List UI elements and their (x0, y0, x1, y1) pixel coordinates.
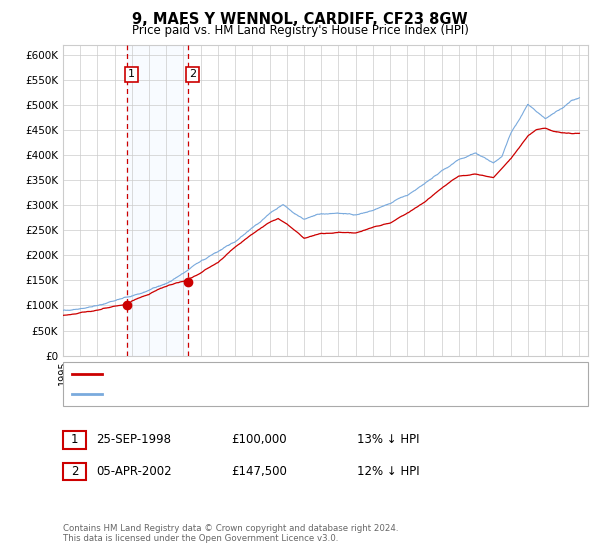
Text: Contains HM Land Registry data © Crown copyright and database right 2024.: Contains HM Land Registry data © Crown c… (63, 524, 398, 533)
Text: 25-SEP-1998: 25-SEP-1998 (96, 433, 171, 446)
Text: 05-APR-2002: 05-APR-2002 (96, 465, 172, 478)
Text: 12% ↓ HPI: 12% ↓ HPI (357, 465, 419, 478)
Text: 1: 1 (128, 69, 135, 80)
Text: Price paid vs. HM Land Registry's House Price Index (HPI): Price paid vs. HM Land Registry's House … (131, 24, 469, 37)
Bar (127, 45, 188, 356)
Text: 2: 2 (71, 465, 78, 478)
Text: HPI: Average price, detached house, Cardiff: HPI: Average price, detached house, Card… (106, 389, 345, 399)
Text: £100,000: £100,000 (231, 433, 287, 446)
Text: 2: 2 (189, 69, 196, 80)
Text: 9, MAES Y WENNOL, CARDIFF, CF23 8GW (detached house): 9, MAES Y WENNOL, CARDIFF, CF23 8GW (det… (106, 369, 431, 379)
Text: This data is licensed under the Open Government Licence v3.0.: This data is licensed under the Open Gov… (63, 534, 338, 543)
Text: 1: 1 (71, 433, 78, 446)
Text: £147,500: £147,500 (231, 465, 287, 478)
Text: 13% ↓ HPI: 13% ↓ HPI (357, 433, 419, 446)
Text: 9, MAES Y WENNOL, CARDIFF, CF23 8GW: 9, MAES Y WENNOL, CARDIFF, CF23 8GW (132, 12, 468, 27)
